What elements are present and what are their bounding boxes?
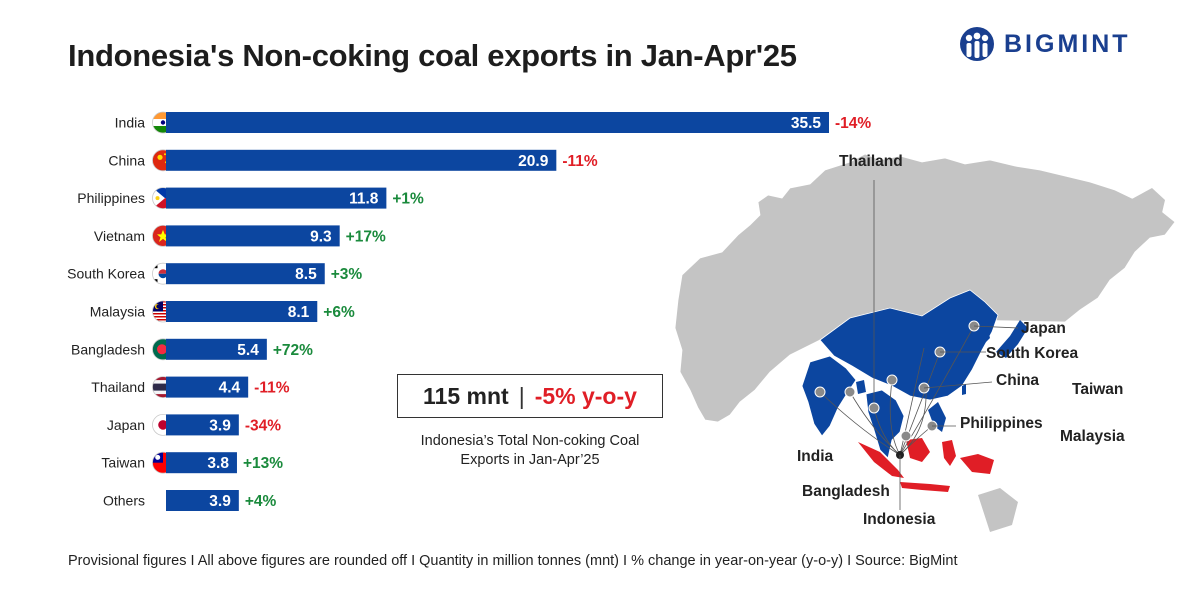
bar-value-label: 20.9 [518,153,549,170]
asia-landmass [674,153,1176,423]
change-label: +17% [346,228,386,245]
bar [166,149,557,171]
bar-value-label: 35.5 [791,115,822,132]
change-label: +4% [245,493,277,510]
china-region [819,289,999,401]
destination-markers [814,320,980,442]
change-label: +3% [331,266,363,283]
category-label: Vietnam [94,228,145,244]
map-label-taiwan: Taiwan [1072,381,1124,398]
bangladesh-region [856,380,866,394]
bar-value-label: 5.4 [237,342,259,359]
category-label: Japan [107,417,145,433]
map-label-bangladesh: Bangladesh [802,483,890,500]
change-label: -11% [254,380,290,397]
bar-value-label: 8.5 [295,266,317,283]
bar [166,301,318,322]
bar-chart: India 35.5 -14% China 20.9 -11% Philippines 11.… [67,111,871,511]
change-label: +6% [323,304,355,321]
summary-caption-line2: Exports in Jan-Apr’25 [460,452,600,468]
change-label: -34% [245,417,281,434]
logo-text: BIGMINT [1004,29,1131,58]
bigmint-people-icon [960,27,994,61]
summary-caption-line1: Indonesia’s Total Non-coking Coal [420,433,640,449]
category-label: Others [103,493,145,509]
map-label-malaysia: Malaysia [1060,428,1125,445]
bar-value-label: 9.3 [310,228,332,245]
category-label: Bangladesh [71,341,145,357]
category-label: Philippines [77,190,145,206]
map-label-india: India [797,448,834,465]
bar-value-label: 11.8 [349,191,379,208]
category-label: China [108,152,145,168]
bar [166,263,325,285]
bar-row: Japan 3.9 -34% [107,413,281,436]
bar [166,225,340,247]
map-label-philippines: Philippines [960,415,1043,432]
bar [166,414,239,436]
brand-logo: BIGMINT [958,26,1131,62]
taiwan-region [962,384,966,395]
category-label: Malaysia [90,304,145,320]
total-summary-box: 115 mnt | -5% y-o-y [397,374,663,418]
summary-separator: | [518,382,525,409]
philippines-region [928,402,946,432]
total-volume: 115 mnt [423,382,509,409]
change-label: +72% [273,342,313,359]
change-label: +1% [392,191,424,208]
bar-value-label: 3.8 [207,455,229,472]
japan-region [996,320,1028,358]
bar [166,187,387,209]
bar-row: Malaysia 8.1 +6% [90,300,355,323]
map-label-indonesia: Indonesia [863,511,936,528]
footer-note: Provisional figures I All above figures … [68,553,958,569]
bar-row: Bangladesh 5.4 +72% [71,338,313,361]
bar-row: Others 3.9 +4% [103,490,277,511]
korea-region [978,322,990,346]
map-label-china: China [996,372,1040,389]
category-label: Taiwan [101,455,145,471]
bar-row: South Korea 8.5 +3% [67,262,363,285]
total-change: -5% y-o-y [534,382,637,409]
bar-row: India 35.5 -14% [115,111,871,134]
bar [166,376,249,398]
india-flag-icon [152,112,174,133]
philippines-flag-icon [152,187,174,209]
label-leader-lines [899,325,1019,510]
category-label: India [115,115,146,131]
bar-row: Taiwan 3.8 +13% [101,451,283,474]
change-label: +13% [243,455,283,472]
bar [166,338,267,360]
map-label-japan: Japan [1021,320,1066,337]
bar-value-label: 8.1 [288,304,310,321]
change-label: -11% [562,153,598,170]
bar-row: Thailand 4.4 -11% [91,376,290,399]
india-region [801,355,857,437]
summary-caption: Indonesia’s Total Non-coking Coal Export… [380,432,680,470]
bar-value-label: 3.9 [209,493,231,510]
indonesia-region [858,438,994,492]
page-title: Indonesia's Non-coking coal exports in J… [68,38,797,73]
bar [166,490,239,511]
asia-map [674,153,1176,532]
category-label: Thailand [91,379,145,395]
malaysia-flag-icon [152,301,174,322]
bar [166,112,829,133]
australia-tip-landmass [978,488,1018,532]
bar-row: Vietnam 9.3 +17% [94,224,386,247]
bar [166,452,237,474]
bar-value-label: 3.9 [209,417,231,434]
kamchatka-landmass [1130,188,1165,238]
bar-row: Philippines 11.8 +1% [77,187,424,210]
category-label: South Korea [67,266,145,282]
bar-row: China 20.9 -11% [108,149,598,172]
map-label-thailand: Thailand [839,153,903,170]
change-label: -14% [835,115,871,132]
bar-value-label: 4.4 [219,380,241,397]
map-label-south-korea: South Korea [986,345,1079,362]
